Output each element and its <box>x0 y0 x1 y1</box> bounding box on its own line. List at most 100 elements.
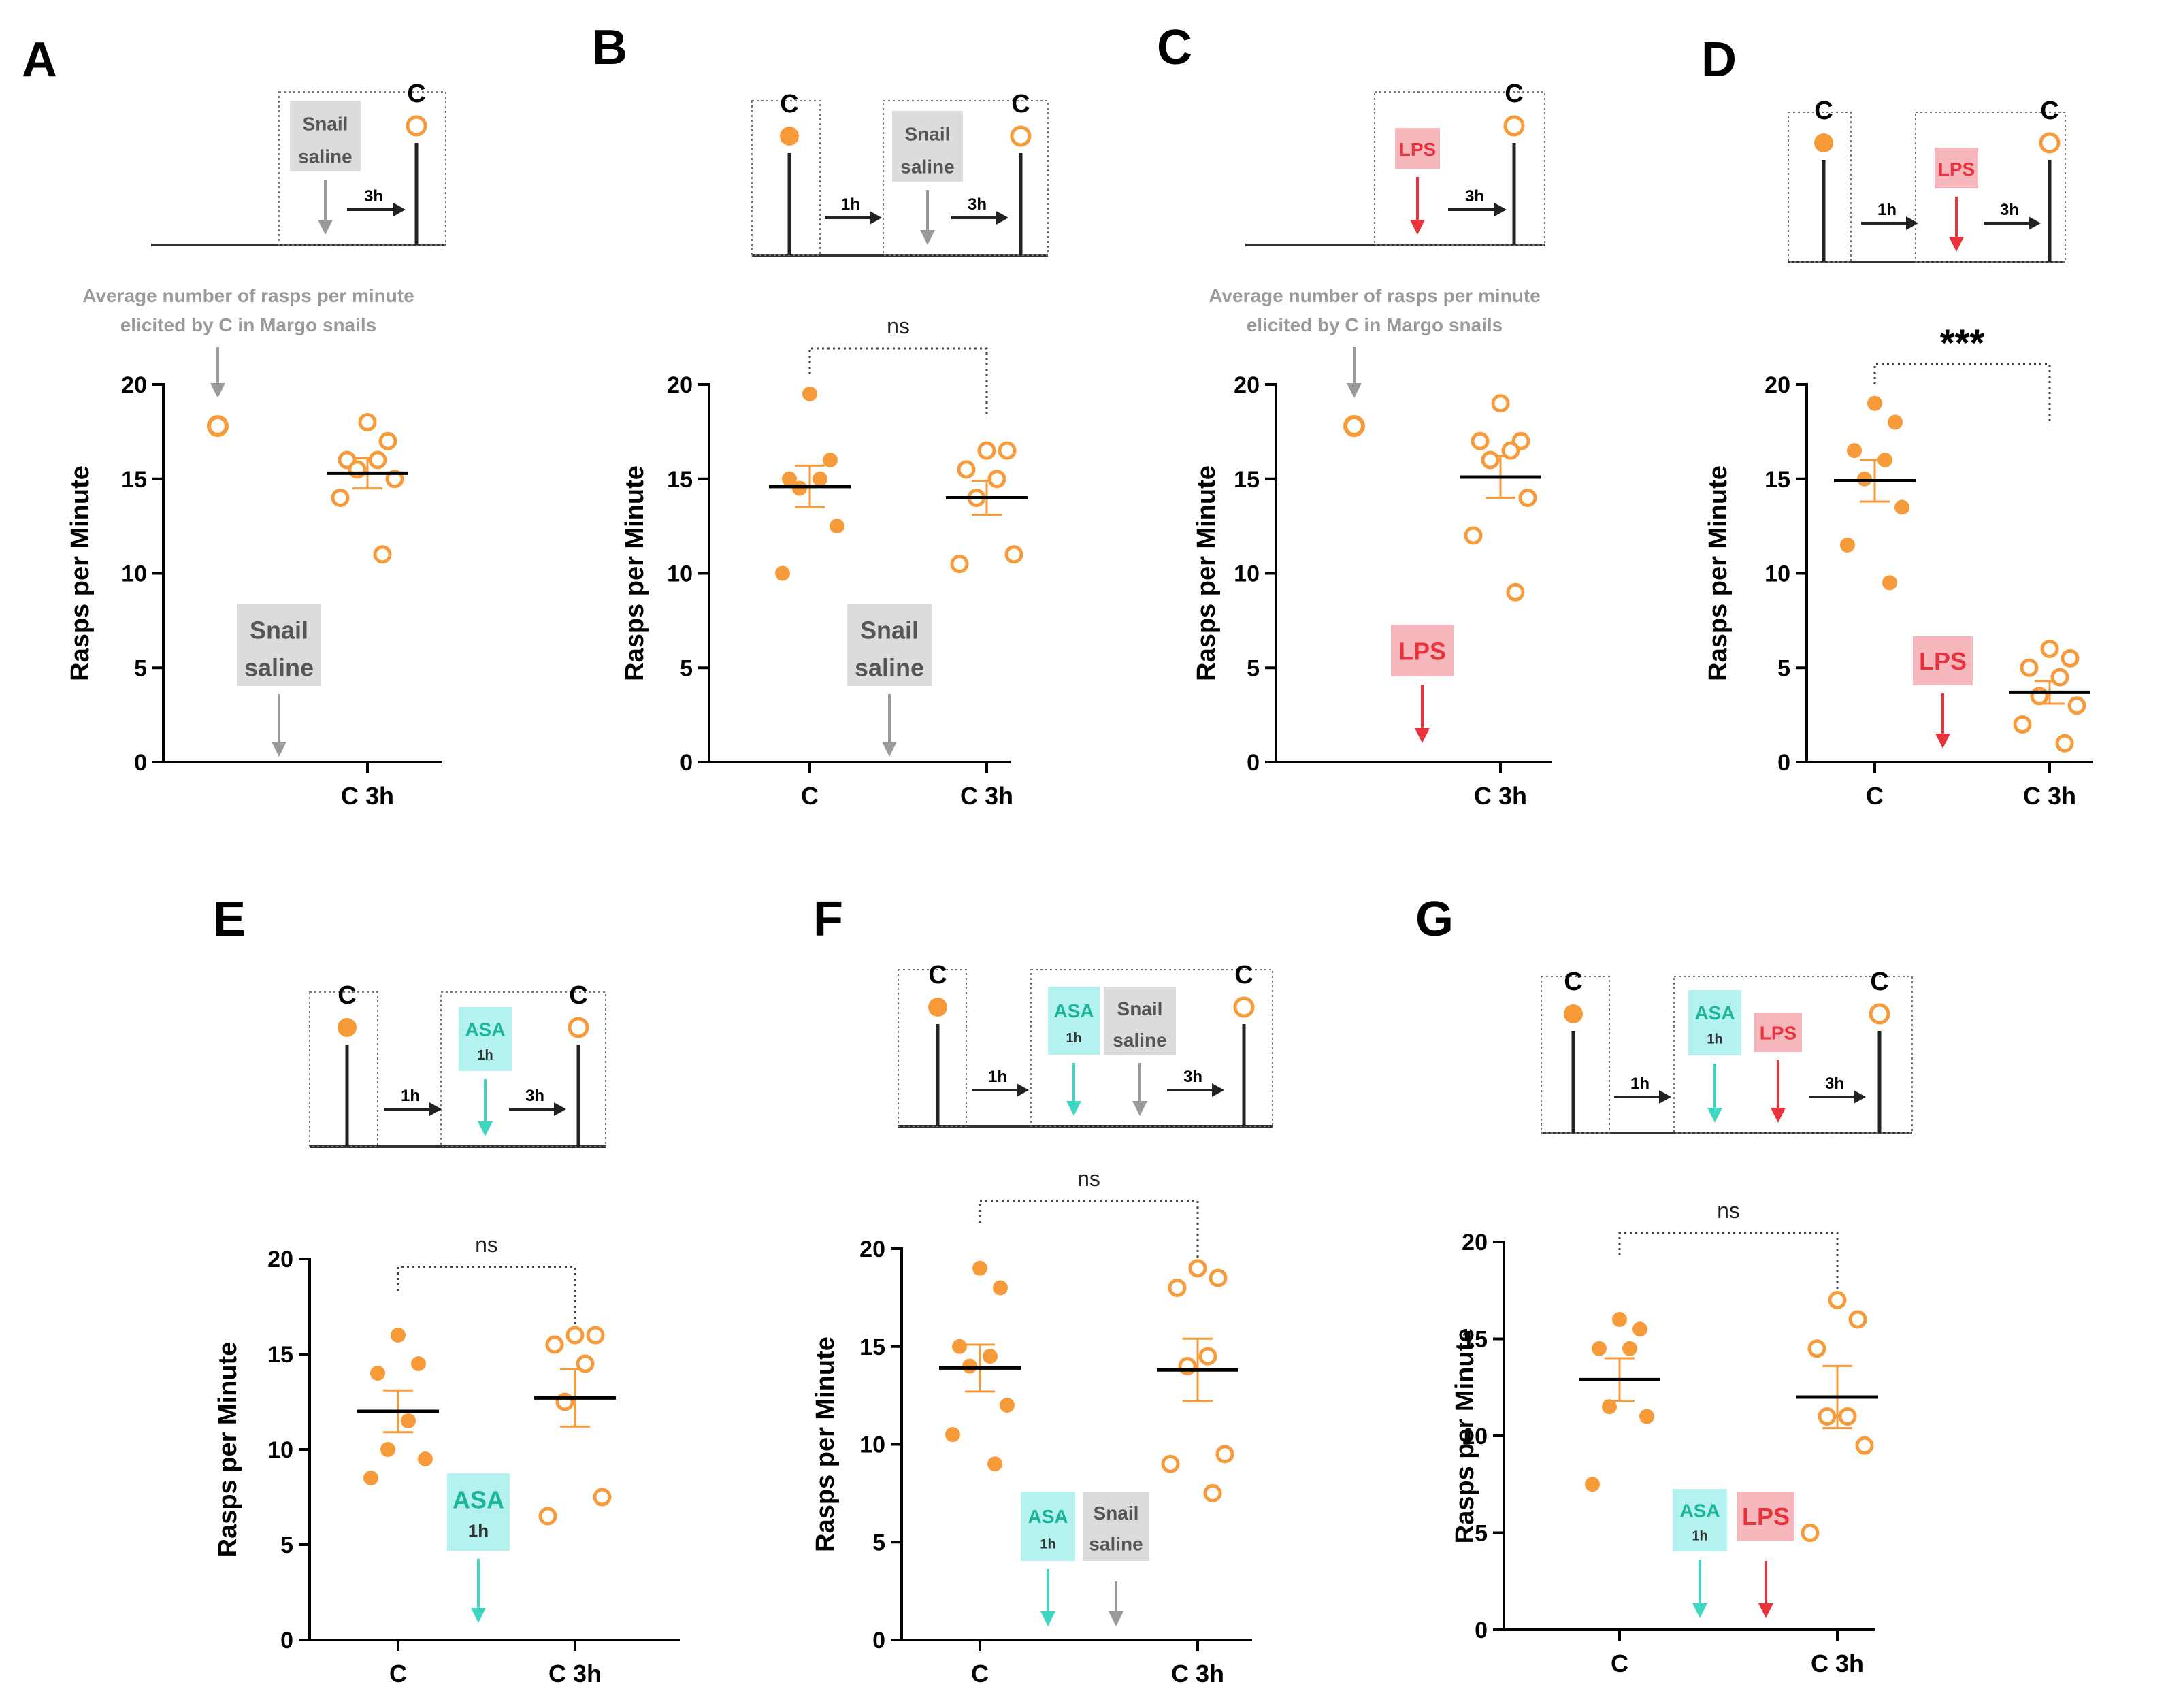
significance-bracket: ns <box>808 314 988 415</box>
reference-note-line1: Average number of rasps per minute <box>1209 285 1541 306</box>
data-point <box>952 1339 967 1354</box>
schematic-treatment-box <box>1754 1013 1802 1052</box>
series-c <box>1579 1312 1660 1492</box>
series-c <box>1834 395 1916 591</box>
treatment-box <box>447 1473 510 1551</box>
axes: 0 5 10 15 20 C C 3h Rasps per Minute <box>214 1247 680 1688</box>
treatment-2-box <box>1083 1492 1149 1561</box>
schematic-treatment-box <box>1395 128 1440 169</box>
data-point <box>2061 648 2080 668</box>
schematic-treatment-label-line2: saline <box>1113 1030 1166 1051</box>
data-point <box>782 471 797 487</box>
timeline-box-1 <box>883 100 1049 256</box>
axes: 0 5 10 15 20 C 3h Rasps per Minute <box>66 372 442 810</box>
panel-d: D C C 1h 3h LPS 0 5 10 15 20 C C 3h Rasps per Minute *… <box>1701 33 2093 810</box>
y-axis-title: Rasps per Minute <box>1451 1328 1479 1544</box>
data-point <box>1518 489 1537 507</box>
data-point <box>1168 1279 1187 1297</box>
data-point <box>945 1427 960 1443</box>
y-axis-title: Rasps per Minute <box>214 1342 242 1558</box>
y-tick-label: 0 <box>680 750 693 776</box>
time-step-arrow-head <box>393 203 406 216</box>
data-point <box>1801 1524 1820 1542</box>
y-tick-label: 5 <box>872 1530 885 1556</box>
treatment-2-arrow-head <box>1109 1611 1123 1626</box>
timeline-box-1 <box>440 991 606 1147</box>
data-point <box>385 470 404 489</box>
schematic-treatment-box <box>1048 987 1100 1055</box>
schematic-treatment-label-line1: Snail <box>905 124 951 145</box>
stimulus-label: C <box>1870 968 1888 996</box>
time-step-label: 3h <box>968 195 987 214</box>
stimulus-label: C <box>1234 961 1253 989</box>
series-c-3h <box>2009 640 2090 753</box>
y-tick-label: 5 <box>1247 655 1260 681</box>
schematic-treatment-label: ASA <box>465 1019 505 1040</box>
schematic-treatment-sublabel: 1h <box>1707 1032 1722 1047</box>
data-point <box>830 519 844 534</box>
data-point <box>1857 471 1872 487</box>
data-point <box>962 1358 977 1374</box>
bracket-line <box>1873 363 2051 425</box>
y-tick-label: 0 <box>1777 750 1790 776</box>
data-point <box>1847 443 1862 459</box>
bracket-line <box>979 1200 1199 1264</box>
timeline-box-0 <box>309 991 378 1147</box>
treatment-indicator: LPS <box>1913 636 1973 749</box>
schematic-treatment-box <box>1935 148 1978 188</box>
reference-note-line2: elicited by C in Margo snails <box>1247 314 1503 335</box>
schematic-treatment-box <box>290 101 361 171</box>
data-point <box>1592 1341 1607 1356</box>
data-point <box>378 431 397 450</box>
data-point <box>813 471 827 487</box>
data-point <box>957 460 976 479</box>
treatment-indicator: Snail saline <box>847 604 932 757</box>
treatment-2-arrow-head <box>1758 1603 1773 1618</box>
y-tick-label: 15 <box>667 467 693 493</box>
stimulus-filled-dot <box>338 1018 357 1037</box>
data-point <box>1506 582 1525 602</box>
data-point <box>418 1451 433 1466</box>
data-point <box>1840 537 1855 553</box>
protocol-schematic: C 3h LPS <box>1245 80 1545 246</box>
x-tick-label: C <box>971 1660 989 1688</box>
data-point <box>363 1471 378 1485</box>
reference-point <box>1343 415 1365 438</box>
y-tick-label: 0 <box>1247 750 1260 776</box>
y-tick-label: 5 <box>134 655 147 681</box>
treatment-asa-label: ASA <box>1028 1506 1068 1527</box>
stimulus-label: C <box>780 90 798 118</box>
treatment-label: LPS <box>1919 647 1967 675</box>
protocol-schematic: C C 1h 3h ASA 1h Snail saline <box>898 961 1273 1128</box>
timeline-box-0 <box>1541 976 1610 1134</box>
treatment-label-line2: saline <box>855 654 924 682</box>
data-point <box>1215 1445 1234 1464</box>
treatment-indicator: ASA 1h <box>447 1473 510 1623</box>
data-point <box>391 1328 406 1343</box>
treatment-indicator: LPS <box>1391 625 1454 743</box>
data-point <box>1612 1312 1627 1327</box>
stimulus-open-dot <box>1869 1003 1890 1025</box>
stimulus-label: C <box>1011 90 1030 118</box>
data-point <box>1188 1259 1207 1278</box>
treatment-asa-box <box>1673 1489 1727 1551</box>
panel-g: G C C 1h 3h ASA 1h LPS 0 5 10 15 20 C C 3h Rasps per Mi… <box>1415 892 1913 1677</box>
schematic-treatment-sublabel: 1h <box>1066 1031 1081 1046</box>
treatment-box <box>1913 636 1973 685</box>
stimulus-open-dot <box>1010 125 1032 147</box>
stimulus-open-dot <box>1503 115 1525 137</box>
time-step-label: 3h <box>525 1087 544 1105</box>
y-tick-label: 5 <box>680 655 693 681</box>
data-point <box>1632 1321 1647 1337</box>
y-axis-title: Rasps per Minute <box>1704 465 1733 681</box>
stimulus-label: C <box>569 981 587 1010</box>
panel-letter: C <box>1157 20 1192 75</box>
schematic-treatment-arrow-head <box>1410 220 1425 235</box>
data-point <box>1867 395 1882 411</box>
protocol-schematic: C C 1h 3h Snail saline <box>751 90 1049 257</box>
stimulus-filled-dot <box>928 998 947 1017</box>
y-axis-title: Rasps per Minute <box>1192 465 1221 681</box>
data-point <box>368 450 387 470</box>
time-step-label: 3h <box>1465 187 1484 206</box>
data-point <box>950 555 969 574</box>
